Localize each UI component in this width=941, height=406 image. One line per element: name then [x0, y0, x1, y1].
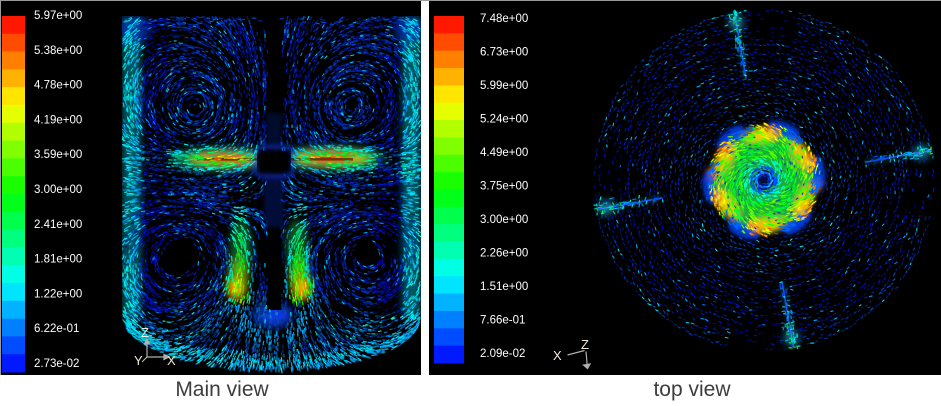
svg-text:5.99e+00: 5.99e+00 — [480, 80, 528, 92]
svg-text:5.24e+00: 5.24e+00 — [480, 114, 528, 126]
svg-text:7.48e+00: 7.48e+00 — [480, 13, 528, 25]
svg-text:3.75e+00: 3.75e+00 — [480, 181, 528, 193]
svg-text:4.49e+00: 4.49e+00 — [480, 147, 528, 159]
svg-text:5.97e+00: 5.97e+00 — [34, 10, 82, 22]
svg-text:2.09e-02: 2.09e-02 — [480, 348, 525, 360]
svg-text:3.00e+00: 3.00e+00 — [34, 184, 82, 196]
svg-text:5.38e+00: 5.38e+00 — [34, 45, 82, 57]
svg-text:Y: Y — [134, 353, 143, 368]
svg-text:4.19e+00: 4.19e+00 — [34, 114, 82, 126]
svg-text:Z: Z — [141, 325, 149, 340]
svg-text:Z: Z — [581, 337, 589, 352]
svg-text:3.59e+00: 3.59e+00 — [34, 149, 82, 161]
svg-text:2.73e-02: 2.73e-02 — [34, 358, 79, 370]
svg-text:2.41e+00: 2.41e+00 — [34, 219, 82, 231]
svg-text:7.66e-01: 7.66e-01 — [480, 315, 525, 327]
svg-text:X: X — [167, 353, 176, 368]
svg-text:1.22e+00: 1.22e+00 — [34, 288, 82, 300]
svg-text:6.73e+00: 6.73e+00 — [480, 47, 528, 59]
svg-text:3.00e+00: 3.00e+00 — [480, 214, 528, 226]
svg-text:4.78e+00: 4.78e+00 — [34, 80, 82, 92]
svg-text:1.51e+00: 1.51e+00 — [480, 281, 528, 293]
svg-text:2.26e+00: 2.26e+00 — [480, 248, 528, 260]
svg-text:1.81e+00: 1.81e+00 — [34, 254, 82, 266]
svg-text:6.22e-01: 6.22e-01 — [34, 323, 79, 335]
svg-text:X: X — [553, 348, 562, 363]
